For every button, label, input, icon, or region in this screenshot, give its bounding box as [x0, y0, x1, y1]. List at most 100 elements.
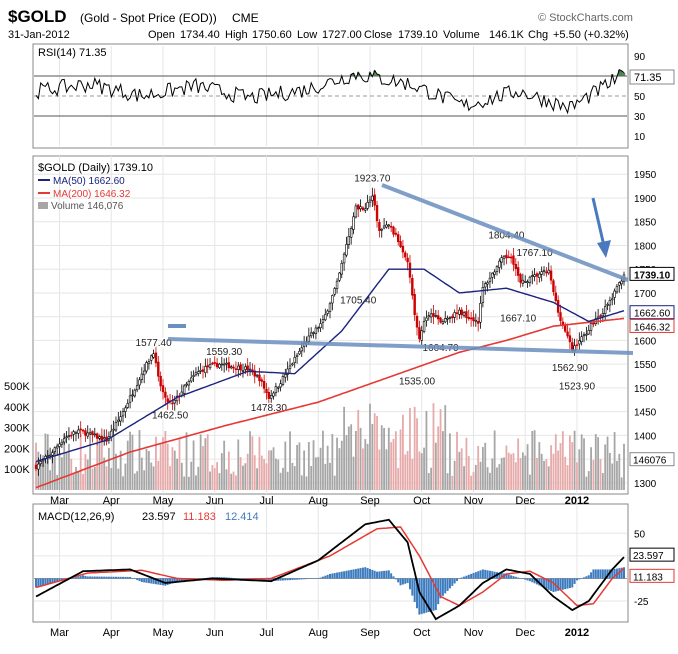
candle-body [201, 369, 205, 372]
candle-body [368, 199, 372, 203]
candle-body [48, 454, 52, 457]
candle-body [255, 374, 259, 377]
volume-bar [164, 431, 167, 490]
candle-body [587, 330, 590, 335]
macd-histogram-bar [267, 578, 270, 581]
macd-histogram-bar [237, 578, 240, 579]
candle-body [199, 369, 202, 372]
candle-body [521, 279, 525, 284]
volume-bar [451, 475, 454, 490]
candle-body [519, 274, 522, 283]
candle-body [420, 330, 423, 341]
candle-body [559, 312, 562, 321]
macd-histogram-bar [230, 577, 233, 579]
volume-bar [204, 438, 207, 490]
price-tick-label: 1300 [634, 479, 657, 490]
candle-body [114, 422, 118, 431]
price-tick-label: 1500 [634, 384, 657, 395]
candle-body [150, 355, 153, 361]
volume-bar [187, 476, 190, 490]
macd-histogram-bar [305, 578, 308, 580]
candle-body [406, 257, 409, 263]
volume-bar [524, 455, 527, 490]
macd-tick-label: 50 [634, 529, 646, 540]
volume-bar [65, 452, 68, 490]
volume-bar [230, 473, 233, 490]
macd-histogram-bar [557, 578, 560, 591]
candle-body [237, 365, 240, 370]
volume-bar [53, 450, 56, 490]
volume-bar [380, 425, 383, 490]
candle-body [91, 431, 94, 436]
macd-histogram-bar [587, 575, 590, 579]
macd-histogram-bar [394, 578, 397, 580]
candle-body [222, 363, 226, 366]
volume-bar [331, 434, 334, 490]
candle-body [613, 290, 616, 298]
price-tick-label: 1400 [634, 431, 657, 442]
macd-histogram-bar [333, 573, 336, 579]
candle-body [439, 317, 442, 323]
volume-bar [115, 453, 117, 490]
candle-body [378, 221, 381, 231]
volume-tick-label: 400K [4, 402, 30, 414]
candle-body [260, 379, 263, 382]
volume-bar [77, 470, 80, 490]
trend-arrow-head [597, 240, 611, 258]
candle-body [331, 295, 334, 304]
volume-bar [270, 450, 273, 490]
macd-histogram-bar [533, 578, 536, 584]
price-badge-label: 1739.10 [634, 270, 671, 281]
macd-histogram-bar [46, 578, 49, 585]
volume-bar [580, 434, 583, 490]
candle-body [465, 311, 468, 318]
volume-bar [352, 456, 355, 490]
candle-body [300, 347, 303, 352]
candle-body [397, 234, 400, 243]
candle-body [422, 321, 426, 332]
volume-bar [98, 433, 101, 490]
macd-histogram-bar [517, 577, 520, 579]
candle-body [585, 333, 588, 336]
macd-histogram-bar [312, 578, 315, 579]
candle-body [441, 321, 445, 324]
macd-histogram-bar [606, 569, 609, 579]
macd-badge-label: 23.597 [633, 551, 664, 562]
macd-histogram-bar [446, 578, 449, 591]
volume-value: 146.1K [489, 29, 525, 41]
lower-trendline [167, 337, 634, 355]
macd-histogram-bar [265, 578, 268, 581]
candle-body [469, 317, 473, 320]
candle-body [385, 224, 388, 228]
volume-bar [126, 440, 129, 490]
candle-body [248, 368, 252, 371]
macd-histogram-bar [37, 578, 40, 587]
candle-body [100, 435, 104, 441]
macd-histogram-bar [373, 570, 376, 579]
candle-body [514, 263, 518, 270]
macd-x-tick-label: Sep [360, 627, 380, 639]
volume-bar [227, 451, 230, 490]
candle-body [451, 316, 454, 319]
volume-bar [51, 450, 54, 490]
volume-bar [608, 452, 611, 490]
macd-histogram-bar [51, 578, 54, 584]
volume-bar [329, 462, 331, 490]
price-annotation: 1523.90 [559, 382, 596, 393]
macd-histogram-bar [601, 569, 604, 579]
volume-bar [275, 458, 277, 490]
candle-body [246, 365, 249, 371]
macd-histogram-bar [112, 576, 115, 579]
candle-body [345, 244, 348, 256]
volume-bar [171, 447, 174, 490]
macd-histogram-bar [463, 576, 466, 579]
volume-bar [60, 457, 63, 490]
candle-body [347, 236, 351, 245]
candle-body [354, 205, 358, 218]
volume-bar [124, 463, 127, 490]
volume-bar [406, 450, 409, 490]
volume-bar [319, 447, 322, 490]
volume-bar [75, 467, 77, 490]
macd-histogram-bar [390, 573, 393, 579]
volume-bar [303, 450, 306, 490]
